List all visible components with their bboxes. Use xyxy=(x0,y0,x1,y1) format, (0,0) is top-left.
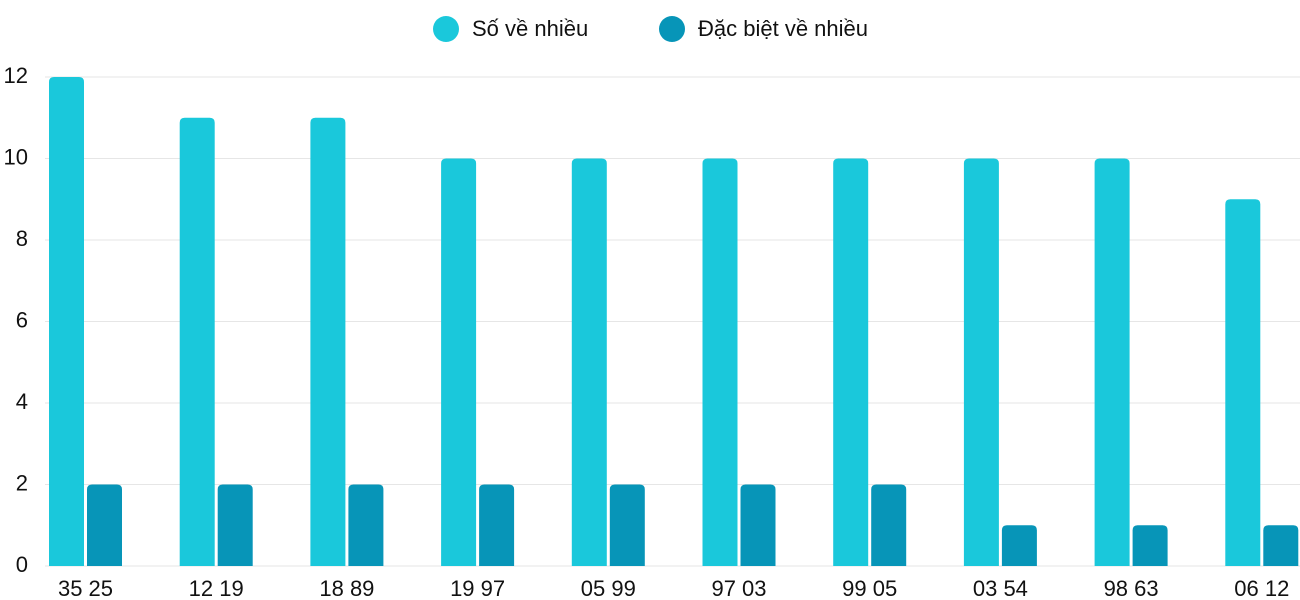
bar xyxy=(871,484,907,566)
x-tick-label: 12 19 xyxy=(189,576,244,600)
bar xyxy=(49,77,84,566)
bar xyxy=(1263,525,1299,566)
bar xyxy=(571,158,607,566)
bar xyxy=(87,484,122,566)
x-tick-label: 03 54 xyxy=(973,576,1028,600)
bar xyxy=(1094,158,1130,566)
legend-label: Đặc biệt về nhiều xyxy=(698,16,868,41)
bar xyxy=(740,484,776,566)
bar xyxy=(441,158,477,566)
bar xyxy=(609,484,645,566)
bar xyxy=(310,117,346,566)
y-tick-label: 2 xyxy=(16,470,28,495)
bar xyxy=(217,484,253,566)
x-tick-label: 97 03 xyxy=(711,576,766,600)
x-tick-label: 18 89 xyxy=(319,576,374,600)
y-tick-label: 6 xyxy=(16,307,28,332)
legend-label: Số về nhiều xyxy=(472,16,588,41)
bar xyxy=(179,117,215,566)
bar xyxy=(702,158,738,566)
y-tick-label: 10 xyxy=(4,144,28,169)
y-tick-label: 12 xyxy=(4,63,28,88)
bar xyxy=(1132,525,1168,566)
bar xyxy=(479,484,515,566)
x-tick-label: 99 05 xyxy=(842,576,897,600)
x-tick-label: 05 99 xyxy=(581,576,636,600)
bar xyxy=(963,158,999,566)
y-tick-label: 4 xyxy=(16,389,28,414)
x-tick-label: 98 63 xyxy=(1104,576,1159,600)
bar xyxy=(348,484,384,566)
x-tick-label: 35 25 xyxy=(58,576,113,600)
y-tick-label: 8 xyxy=(16,226,28,251)
x-tick-label: 19 97 xyxy=(450,576,505,600)
x-tick-label: 06 12 xyxy=(1234,576,1289,600)
legend-swatch xyxy=(433,16,459,42)
legend-swatch xyxy=(659,16,685,42)
bar xyxy=(1001,525,1037,566)
y-tick-label: 0 xyxy=(16,552,28,577)
bar xyxy=(833,158,869,566)
bar xyxy=(1225,199,1261,566)
